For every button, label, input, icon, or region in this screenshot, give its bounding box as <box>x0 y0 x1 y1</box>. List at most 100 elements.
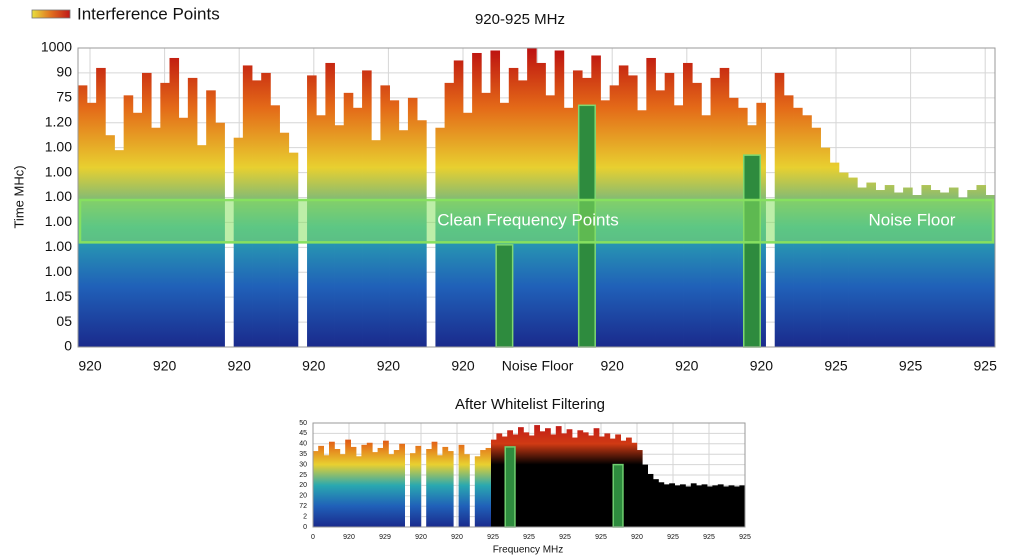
spectrum-bar <box>555 426 562 527</box>
spectrum-bar <box>728 485 735 527</box>
spectrum-bar <box>626 437 632 527</box>
spectrum-bar <box>480 450 486 527</box>
spectrum-bar <box>680 484 686 527</box>
y-tick-label: 1.05 <box>45 288 72 304</box>
spectrum-bar <box>339 454 346 527</box>
spectrum-bar <box>875 190 886 347</box>
x-tick-label: 925 <box>559 534 571 541</box>
spectrum-bar <box>518 427 524 527</box>
x-tick-label: 920 <box>415 534 427 541</box>
x-tick-label: 925 <box>487 534 499 541</box>
spectrum-bar <box>976 185 987 347</box>
y-tick-label: 50 <box>299 420 307 427</box>
x-tick-label: 920 <box>631 534 643 541</box>
spectrum-bar <box>701 484 708 527</box>
spectrum-bar <box>458 444 465 527</box>
spectrum-bar <box>399 443 405 527</box>
spectrum-bar <box>829 162 840 347</box>
y-tick-label: 1.00 <box>45 163 72 179</box>
spectrum-bar <box>577 430 584 527</box>
spectrum-bar <box>361 444 368 527</box>
spectrum-bar <box>631 442 638 527</box>
x-tick-label: 920 <box>750 358 774 374</box>
spectrum-bar <box>669 483 675 527</box>
spectrum-bar <box>593 428 600 527</box>
spectrum-bar <box>958 197 968 347</box>
x-tick-label: 920 <box>228 358 252 374</box>
spectrum-bar <box>431 441 438 527</box>
spectrum-bar <box>848 177 858 347</box>
x-tick-label: 920 <box>601 358 625 374</box>
spectrum-bar <box>696 485 702 527</box>
band-label: Noise Floor <box>869 211 956 230</box>
spectrum-bar <box>318 445 324 527</box>
spectrum-bar <box>572 437 578 527</box>
spectrum-bar <box>599 436 605 527</box>
x-tick-label: 920 <box>343 534 355 541</box>
x-axis-label: Frequency MHz <box>493 545 564 556</box>
highlight-bar <box>495 244 514 348</box>
x-tick-label: 925 <box>974 358 998 374</box>
highlight-bar <box>612 463 624 528</box>
spectrum-bar <box>663 484 670 527</box>
x-tick-label: 920 <box>675 358 699 374</box>
band-label: Clean Frequency Points <box>437 211 618 230</box>
spectrum-bar <box>534 425 540 527</box>
y-tick-label: 20 <box>299 482 307 489</box>
spectrum-bar <box>356 456 362 527</box>
y-tick-label: 1.20 <box>45 113 72 129</box>
y-tick-label: 1.00 <box>45 213 72 229</box>
spectrum-bar <box>967 190 977 347</box>
x-tick-label: Noise Floor <box>502 358 574 374</box>
x-tick-label: 925 <box>824 358 848 374</box>
spectrum-bar <box>690 483 697 527</box>
y-tick-label: 45 <box>299 430 307 437</box>
x-tick-label: 925 <box>667 534 679 541</box>
y-tick-label: 1.00 <box>45 138 72 154</box>
spectrum-bar <box>442 446 449 527</box>
spectrum-bar <box>582 432 589 527</box>
x-tick-label: 925 <box>595 534 607 541</box>
x-tick-label: 920 <box>377 358 401 374</box>
y-tick-label: 25 <box>299 472 307 479</box>
chart-title: 920-925 MHz <box>475 11 565 28</box>
spectrum-bar <box>921 185 932 347</box>
spectrum-bar <box>350 446 357 527</box>
spectrum-bar <box>820 147 831 347</box>
spectrum-bar <box>866 182 876 347</box>
spectrum-bar <box>491 439 497 527</box>
plot-frame <box>312 422 746 528</box>
spectrum-bar <box>739 485 746 527</box>
spectrum-bar <box>712 485 719 527</box>
spectrum-bar <box>734 486 740 527</box>
spectrum-bar <box>410 453 416 527</box>
spectrum-bar <box>636 450 643 527</box>
spectrum-bar <box>366 442 373 527</box>
spectrum-bar <box>114 150 125 347</box>
spectrum-bar <box>912 195 922 347</box>
x-tick-label: 920 <box>451 534 463 541</box>
spectrum-bar <box>372 452 378 527</box>
spectrum-bar <box>707 486 713 527</box>
spectrum-bar <box>329 441 335 527</box>
y-tick-label: 40 <box>299 441 307 448</box>
spectrum-bar <box>334 449 341 527</box>
spectrum-bar <box>545 428 551 527</box>
legend-label: Interference Points <box>77 4 220 23</box>
spectrum-bar <box>939 192 950 347</box>
spectrum-bar <box>527 48 537 347</box>
spectrum-bar <box>447 451 454 527</box>
spectrum-bar <box>312 451 319 527</box>
spectrum-bar <box>893 192 904 347</box>
spectrum-bar <box>604 433 611 527</box>
y-tick-label: 72 <box>299 503 307 510</box>
x-tick-label: 920 <box>78 358 102 374</box>
x-tick-label: 920 <box>153 358 177 374</box>
spectrum-bar <box>948 187 959 347</box>
y-tick-label: 1.00 <box>45 188 72 204</box>
band <box>78 198 995 244</box>
spectrum-bar <box>437 455 443 527</box>
x-tick-label: 925 <box>523 534 535 541</box>
spectrum-bar <box>496 433 503 527</box>
spectrum-bar <box>653 479 659 527</box>
